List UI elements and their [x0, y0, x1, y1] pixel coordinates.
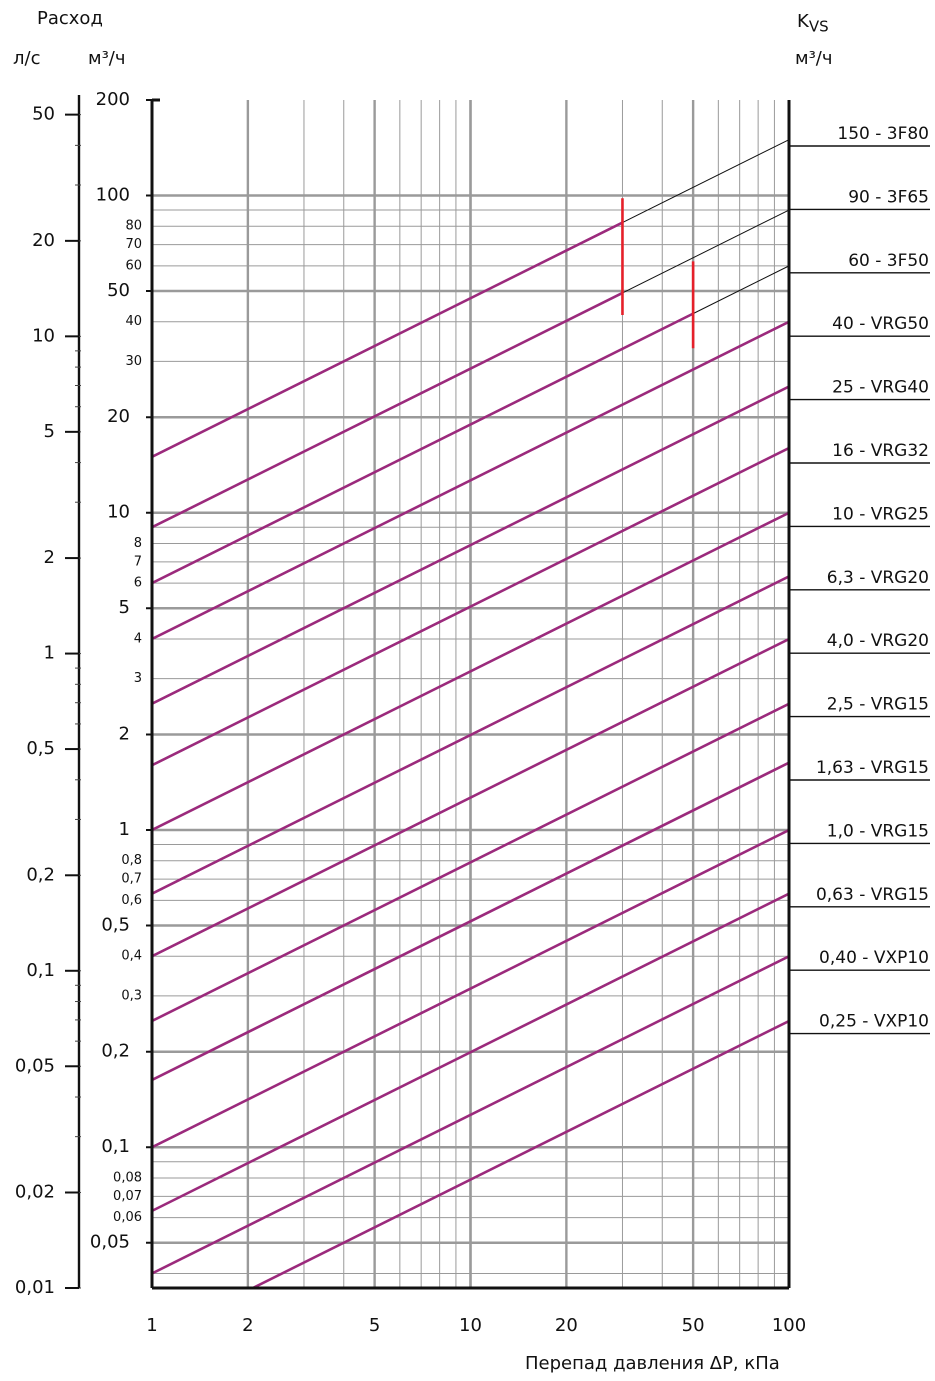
series-line [152, 446, 789, 767]
y-minor-tick-label: 30 [125, 354, 142, 369]
right-unit-m3h: м³/ч [795, 48, 833, 69]
left-axis-title: Расход [37, 8, 103, 29]
y-minor-tick-label: 0,4 [121, 949, 142, 964]
x-tick-label: 20 [555, 1315, 578, 1336]
kvs-subscript: VS [808, 17, 829, 36]
ls-tick-label: 0,5 [26, 738, 55, 759]
y-minor-tick-label: 0,06 [113, 1210, 142, 1225]
y-tick-label: 100 [96, 185, 130, 206]
y-minor-tick-label: 0,08 [113, 1170, 142, 1185]
kvs-letter: K [797, 11, 809, 32]
series-line [152, 221, 624, 459]
right-axis-title: KVS [797, 11, 829, 36]
y-tick-label: 10 [107, 502, 130, 523]
x-axis-label: Перепад давления ΔP, кПа [525, 1353, 780, 1374]
y-minor-tick-label: 0,7 [121, 872, 142, 887]
series-line [152, 702, 789, 1023]
limit-markers [621, 198, 695, 349]
series-label: 6,3 - VRG20 [827, 568, 929, 588]
series-label: 0,25 - VXP10 [819, 1012, 929, 1032]
series-line [152, 828, 789, 1149]
y-tick-label: 0,2 [101, 1041, 130, 1062]
series-line [152, 955, 789, 1275]
y-minor-tick-label: 4 [134, 631, 142, 646]
series-line [152, 291, 624, 529]
series-lines [152, 221, 789, 1288]
ls-tick-label: 0,01 [15, 1277, 55, 1298]
series-label: 1,0 - VRG15 [827, 821, 929, 841]
y-minor-tick-label: 8 [134, 536, 142, 551]
left-unit-m3h: м³/ч [88, 48, 126, 69]
y-minor-tick-label: 0,8 [121, 853, 142, 868]
left-unit-ls: л/с [13, 48, 41, 69]
series-line [152, 312, 694, 585]
series-label: 150 - 3F80 [837, 124, 929, 144]
series-leader [622, 209, 790, 294]
y-minor-tick-label: 3 [134, 671, 142, 686]
series-line [152, 320, 789, 641]
y-minor-tick-label: 60 [125, 258, 142, 273]
x-tick-label: 2 [242, 1315, 253, 1336]
x-tick-label: 5 [369, 1315, 380, 1336]
ls-tick-label: 2 [44, 547, 55, 568]
leader-lines [622, 139, 930, 1035]
ls-tick-label: 0,1 [26, 960, 55, 981]
grid [152, 100, 789, 1288]
ls-tick-label: 10 [32, 325, 55, 346]
series-line [152, 575, 789, 895]
series-label: 2,5 - VRG15 [827, 695, 929, 715]
series-line [152, 892, 789, 1213]
y-tick-label: 20 [107, 406, 130, 427]
y-minor-tick-label: 70 [125, 237, 142, 252]
x-tick-label: 100 [772, 1315, 806, 1336]
y-tick-label: 200 [96, 89, 130, 110]
y-tick-label: 1 [119, 819, 130, 840]
ls-tick-label: 0,02 [15, 1182, 55, 1203]
y-tick-label: 50 [107, 280, 130, 301]
series-leader [692, 265, 790, 315]
series-label: 60 - 3F50 [848, 251, 929, 271]
series-label: 0,40 - VXP10 [819, 948, 929, 968]
y-tick-label: 5 [119, 597, 130, 618]
y-minor-tick-label: 40 [125, 314, 142, 329]
ls-tick-label: 0,05 [15, 1055, 55, 1076]
ls-tick-label: 1 [44, 643, 55, 664]
series-label: 25 - VRG40 [832, 378, 929, 398]
series-line [152, 385, 789, 705]
series-label: 16 - VRG32 [832, 441, 929, 461]
ls-tick-label: 0,2 [26, 864, 55, 885]
x-tick-label: 1 [146, 1315, 157, 1336]
series-line [152, 761, 789, 1082]
x-tick-label: 50 [682, 1315, 705, 1336]
series-label: 90 - 3F65 [848, 187, 929, 207]
y-minor-tick-label: 80 [125, 219, 142, 234]
ls-tick-label: 50 [32, 104, 55, 125]
series-label: 10 - VRG25 [832, 504, 929, 524]
series-label: 0,63 - VRG15 [816, 885, 929, 905]
y-minor-tick-label: 0,6 [121, 893, 142, 908]
ls-tick-label: 5 [44, 421, 55, 442]
y-tick-label: 0,5 [101, 914, 130, 935]
y-minor-tick-label: 7 [134, 554, 142, 569]
y-tick-label: 0,05 [90, 1232, 130, 1253]
y-minor-tick-label: 0,07 [113, 1189, 142, 1204]
y-minor-tick-label: 6 [134, 576, 142, 591]
series-leader [622, 139, 790, 224]
x-tick-label: 10 [459, 1315, 482, 1336]
series-label: 40 - VRG50 [832, 314, 929, 334]
series-label: 1,63 - VRG15 [816, 758, 929, 778]
ls-tick-label: 20 [32, 230, 55, 251]
y-tick-label: 0,1 [101, 1136, 130, 1157]
y-minor-tick-label: 0,3 [121, 988, 142, 1003]
axes [65, 95, 791, 1290]
series-line [152, 511, 789, 832]
y-tick-label: 2 [119, 723, 130, 744]
series-line [152, 637, 789, 958]
series-line [249, 1019, 789, 1288]
series-label: 4,0 - VRG20 [827, 631, 929, 651]
